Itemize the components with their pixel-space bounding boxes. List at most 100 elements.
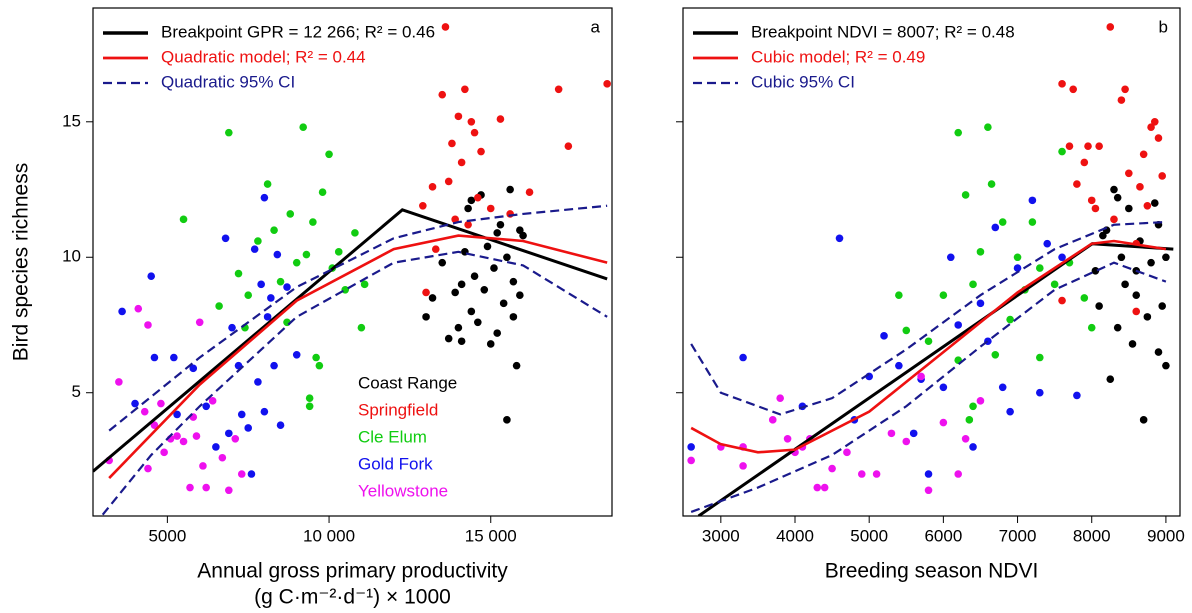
point [195, 318, 204, 327]
point [192, 432, 201, 440]
point [519, 231, 527, 240]
point [360, 280, 369, 289]
point [292, 350, 301, 359]
point [687, 456, 695, 465]
point [969, 443, 977, 451]
point [150, 353, 159, 362]
point [902, 326, 911, 335]
legend-label: Quadratic model; R² = 0.44 [161, 47, 366, 66]
point [895, 291, 903, 299]
point [509, 313, 518, 321]
point [470, 272, 479, 281]
point [1106, 23, 1115, 31]
point [1095, 142, 1103, 150]
point [1095, 302, 1103, 310]
point [299, 123, 307, 132]
legend-label: Cle Elum [358, 427, 427, 446]
point [254, 237, 262, 245]
point [961, 434, 970, 443]
point [237, 410, 246, 419]
point [969, 402, 977, 411]
point [820, 483, 829, 492]
point [244, 291, 253, 299]
point [1136, 183, 1144, 191]
point [276, 277, 285, 286]
point [998, 383, 1007, 392]
point [461, 85, 469, 94]
legend-label: Breakpoint GPR = 12 266; R² = 0.46 [161, 22, 435, 41]
point [1106, 375, 1115, 383]
point [1028, 196, 1037, 205]
legend-label: Springfield [358, 400, 438, 419]
point [739, 353, 747, 362]
point [509, 277, 518, 286]
point [202, 483, 210, 492]
x-tick-label: 5000 [850, 526, 888, 545]
point [270, 226, 278, 234]
x-tick-label: 6000 [924, 526, 962, 545]
point [493, 329, 502, 337]
point [516, 291, 524, 299]
point [554, 85, 563, 94]
plot-frame [682, 7, 1181, 517]
x-tick-label: 5000 [148, 526, 186, 545]
point [506, 185, 514, 194]
point [231, 434, 240, 443]
point [493, 229, 502, 237]
point [431, 245, 440, 253]
point [525, 188, 534, 197]
point [1110, 215, 1118, 224]
point [438, 258, 447, 267]
point [872, 470, 881, 478]
point [173, 432, 181, 440]
y-tick-label: 15 [62, 111, 81, 130]
fit-line [101, 250, 608, 516]
point [454, 323, 463, 332]
point [768, 416, 777, 424]
legend-label: Cubic 95% CI [751, 72, 855, 91]
point [564, 142, 573, 150]
point [954, 470, 963, 478]
point [976, 299, 985, 308]
point [946, 253, 955, 262]
point [1006, 407, 1014, 416]
point [1065, 142, 1074, 150]
point [160, 448, 168, 457]
point [237, 470, 246, 478]
point [1069, 85, 1077, 94]
point [486, 340, 495, 348]
point [260, 193, 269, 202]
point [225, 486, 233, 495]
point [202, 402, 210, 411]
point [131, 399, 139, 408]
point [140, 407, 149, 416]
plot-area [687, 23, 1174, 516]
point [1147, 258, 1155, 267]
point [273, 250, 282, 259]
point [444, 334, 453, 343]
point [457, 280, 466, 289]
point [1087, 323, 1096, 332]
point [334, 248, 343, 256]
point [221, 234, 230, 243]
point [318, 188, 327, 197]
point [254, 378, 262, 386]
point [939, 418, 948, 427]
point [1162, 253, 1170, 262]
point [244, 424, 253, 432]
point [263, 313, 272, 321]
point [991, 350, 1000, 359]
point [1036, 353, 1044, 362]
point [305, 394, 314, 402]
point [228, 323, 236, 332]
point [843, 448, 851, 457]
point [464, 220, 472, 229]
point [305, 402, 314, 411]
point [939, 291, 948, 299]
x-axis-label: Breeding season NDVI [825, 560, 1039, 583]
point [315, 361, 324, 370]
point [496, 220, 505, 229]
point [924, 337, 933, 346]
point [467, 117, 476, 126]
